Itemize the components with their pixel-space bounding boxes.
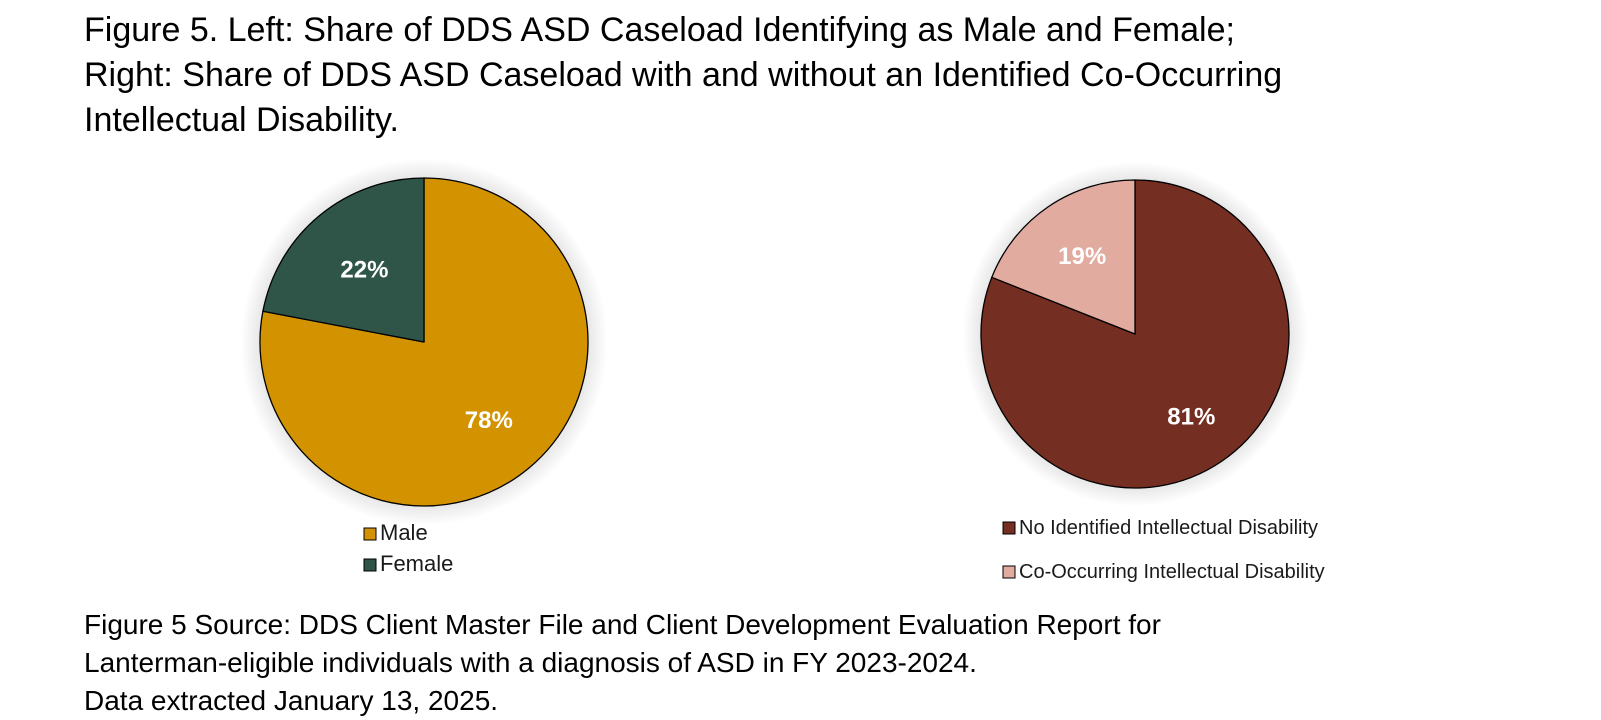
legend-swatch-no-identified-intellectual-disability	[1002, 521, 1016, 535]
gender-legend: Male Female	[363, 520, 453, 576]
intellectual-disability-pie-chart: 81% 19% No Identified Intellectual Disabil…	[962, 161, 1325, 583]
pie-slice-male	[259, 177, 589, 507]
legend-label-no-identified-intellectual-disability: No Identified Intellectual Disability	[1019, 517, 1318, 539]
gender-pie-chart: 78% 22% Male Female	[240, 158, 608, 576]
legend-label-female: Female	[380, 551, 453, 576]
intellectual-disability-legend: No Identified Intellectual Disability Co-…	[1002, 517, 1325, 583]
legend-swatch-female	[363, 558, 377, 572]
source-line-2: Lanterman-eligible individuals with a di…	[84, 647, 977, 678]
source-line-3: Data extracted January 13, 2025.	[84, 685, 499, 716]
legend-swatch-co-occurring-intellectual-disability	[1002, 565, 1016, 579]
pie-label-no-identified-intellectual-disability: 81%	[1167, 403, 1215, 430]
figure-title-line-3: Intellectual Disability.	[84, 101, 399, 139]
source-line-1: Figure 5 Source: DDS Client Master File …	[84, 609, 1161, 640]
pie-slice-female	[262, 177, 425, 343]
figure-title: Figure 5. Left: Share of DDS ASD Caseloa…	[84, 8, 1564, 143]
pie-slice-co-occurring-intellectual-disability	[991, 179, 1136, 335]
legend-label-male: Male	[380, 520, 428, 545]
pie-label-female: 22%	[340, 257, 388, 284]
pie-label-male: 78%	[465, 407, 513, 434]
legend-swatch-male	[363, 527, 377, 541]
figure-title-line-2: Right: Share of DDS ASD Caseload with an…	[84, 56, 1283, 94]
figure-source: Figure 5 Source: DDS Client Master File …	[84, 606, 1161, 720]
figure-title-line-1: Figure 5. Left: Share of DDS ASD Caseloa…	[84, 11, 1235, 49]
pie-label-co-occurring-intellectual-disability: 19%	[1058, 243, 1106, 270]
legend-label-co-occurring-intellectual-disability: Co-Occurring Intellectual Disability	[1019, 561, 1325, 583]
